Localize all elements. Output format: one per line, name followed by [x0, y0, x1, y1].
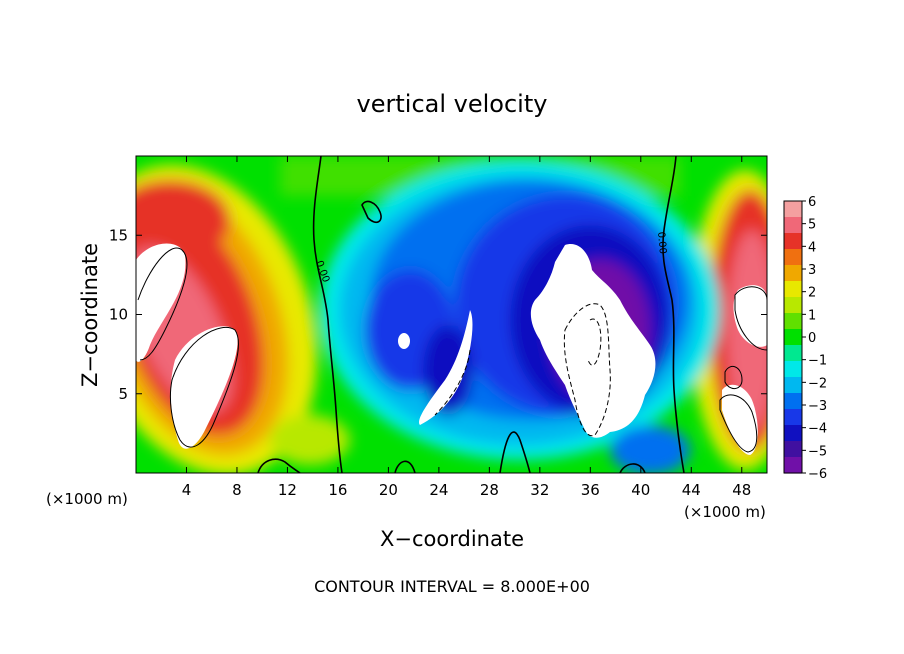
bottom-right-blue	[610, 425, 690, 473]
colorbar-swatch	[784, 217, 802, 234]
left-saturated-region	[136, 243, 186, 362]
x-unit-left: (×1000 m)	[46, 490, 128, 508]
bottom-left-yellow	[270, 415, 350, 465]
heatmap-field: 0.00 0.00	[136, 156, 767, 473]
positive-contour-left	[137, 247, 188, 361]
left-inner-saturated	[170, 326, 238, 449]
positive-contour-left-inner	[169, 326, 239, 448]
zero-contour-bottom-1	[257, 458, 301, 473]
colorbar-swatch	[784, 313, 802, 330]
x-tick-label: 48	[732, 481, 751, 499]
contour-interval-annotation: CONTOUR INTERVAL = 8.000E+00	[314, 577, 590, 596]
y-tick-label: 10	[109, 306, 128, 324]
x-tick-label: 40	[631, 481, 650, 499]
colorbar: 6 5 4 3 2 1 0 −1 −2 −3 −4 −5 −6	[783, 195, 827, 482]
negative-contour-downdraft	[563, 303, 611, 437]
small-saturated-spot	[398, 333, 410, 349]
x-tick-label: 28	[480, 481, 499, 499]
colorbar-label: −4	[808, 422, 827, 437]
colorbar-label: −6	[808, 467, 827, 482]
colorbar-label: −3	[808, 399, 827, 414]
x-axis: 4 8 12 16 20 24 28 32 36 40 44 48	[182, 156, 751, 499]
colorbar-swatch	[784, 361, 802, 378]
x-axis-label: X−coordinate	[380, 527, 524, 551]
y-axis: 5 10 15	[109, 226, 767, 403]
y-axis-label: Z−coordinate	[78, 243, 102, 387]
colorbar-label: −5	[808, 444, 827, 459]
chart-title: vertical velocity	[357, 90, 548, 118]
colorbar-label: 5	[808, 218, 816, 233]
colorbar-label: −1	[808, 354, 827, 369]
colorbar-swatch	[784, 297, 802, 314]
x-tick-label: 4	[182, 481, 192, 499]
x-tick-label: 20	[379, 481, 398, 499]
left-top-red	[136, 180, 230, 260]
colorbar-swatch	[784, 265, 802, 282]
contour-label-right: 0.00	[655, 231, 668, 254]
zero-contour-bottom-2	[394, 460, 416, 473]
colorbar-swatch	[784, 409, 802, 426]
x-tick-label: 36	[581, 481, 600, 499]
zero-contour-bottom-4	[619, 463, 646, 473]
x-unit-right: (×1000 m)	[684, 503, 766, 521]
colorbar-label: 2	[808, 286, 816, 301]
zero-contour-right	[662, 156, 685, 473]
colorbar-swatch	[784, 425, 802, 442]
colorbar-label: 6	[808, 195, 816, 210]
colorbar-swatch	[784, 441, 802, 458]
negative-contour-streak	[434, 349, 471, 416]
colorbar-swatch	[784, 329, 802, 346]
positive-contour-right-lower	[719, 394, 758, 453]
x-tick-label: 32	[530, 481, 549, 499]
colorbar-swatch	[784, 201, 802, 218]
zero-contour-bottom-3	[499, 431, 531, 473]
downdraft-saturated-region	[530, 244, 656, 438]
colorbar-swatch	[784, 233, 802, 250]
colorbar-swatch	[784, 377, 802, 394]
x-tick-label: 24	[429, 481, 448, 499]
colorbar-label: 4	[808, 240, 816, 255]
colorbar-swatch	[784, 393, 802, 410]
positive-contour-right-inner	[724, 365, 743, 389]
positive-contour-right	[734, 286, 767, 351]
colorbar-swatch	[784, 345, 802, 362]
downdraft-streak-saturated	[419, 310, 473, 425]
right-lower-saturated	[722, 384, 758, 455]
colorbar-label: −2	[808, 376, 827, 391]
x-tick-label: 16	[328, 481, 347, 499]
y-tick-label: 15	[109, 226, 128, 244]
y-tick-label: 5	[118, 385, 128, 403]
x-tick-label: 12	[278, 481, 297, 499]
x-tick-label: 8	[232, 481, 242, 499]
colorbar-label: 3	[808, 263, 816, 278]
x-tick-label: 44	[682, 481, 701, 499]
colorbar-label: 1	[808, 308, 816, 323]
contour-lines	[137, 156, 767, 473]
colorbar-swatch	[784, 281, 802, 298]
colorbar-swatch	[784, 249, 802, 266]
colorbar-label: 0	[808, 331, 816, 346]
zero-contour-left	[312, 156, 343, 473]
zero-contour-loop	[361, 200, 382, 224]
colorbar-swatch	[784, 457, 802, 474]
